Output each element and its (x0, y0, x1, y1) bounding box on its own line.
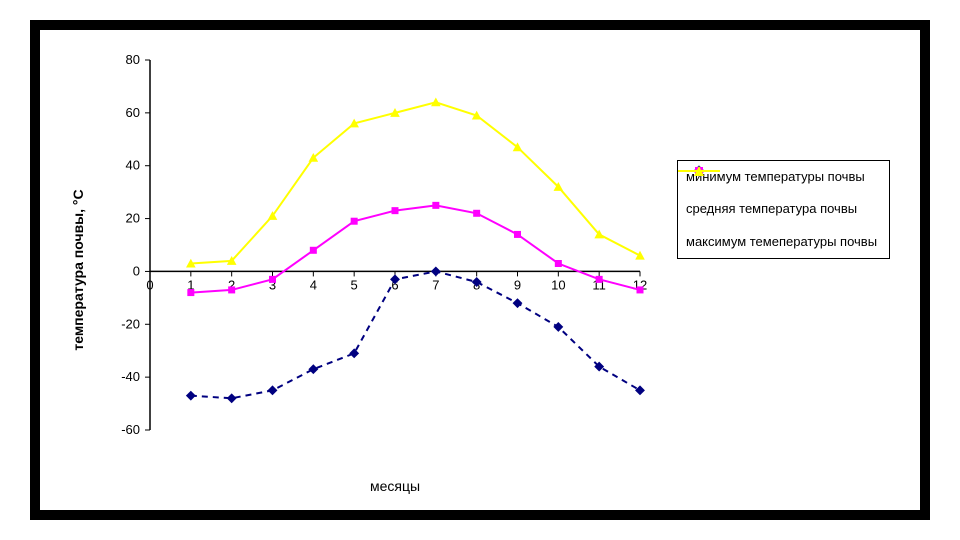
page-root: -60-40-200204060800123456789101112 темпе… (0, 0, 960, 540)
svg-text:20: 20 (126, 211, 140, 226)
chart-frame: -60-40-200204060800123456789101112 темпе… (30, 20, 930, 520)
svg-text:80: 80 (126, 52, 140, 67)
legend: минимум температуры почвы средняя темпер… (677, 160, 890, 259)
svg-text:0: 0 (146, 277, 153, 292)
svg-text:0: 0 (133, 263, 140, 278)
svg-text:40: 40 (126, 158, 140, 173)
legend-label: средняя температура почвы (686, 201, 881, 217)
svg-text:60: 60 (126, 105, 140, 120)
chart-canvas: -60-40-200204060800123456789101112 (40, 30, 920, 510)
legend-item: максимум темепературы почвы (686, 234, 881, 250)
y-axis-label: температура почвы, °С (70, 189, 86, 350)
legend-label: максимум темепературы почвы (686, 234, 881, 250)
svg-text:7: 7 (432, 277, 439, 292)
svg-text:10: 10 (551, 277, 565, 292)
legend-item: средняя температура почвы (686, 201, 881, 217)
svg-text:9: 9 (514, 277, 521, 292)
svg-text:-60: -60 (121, 422, 140, 437)
x-axis-label: месяцы (370, 478, 420, 494)
legend-swatch-max (678, 164, 720, 178)
svg-text:4: 4 (310, 277, 317, 292)
svg-text:-40: -40 (121, 369, 140, 384)
svg-text:5: 5 (351, 277, 358, 292)
svg-text:-20: -20 (121, 316, 140, 331)
